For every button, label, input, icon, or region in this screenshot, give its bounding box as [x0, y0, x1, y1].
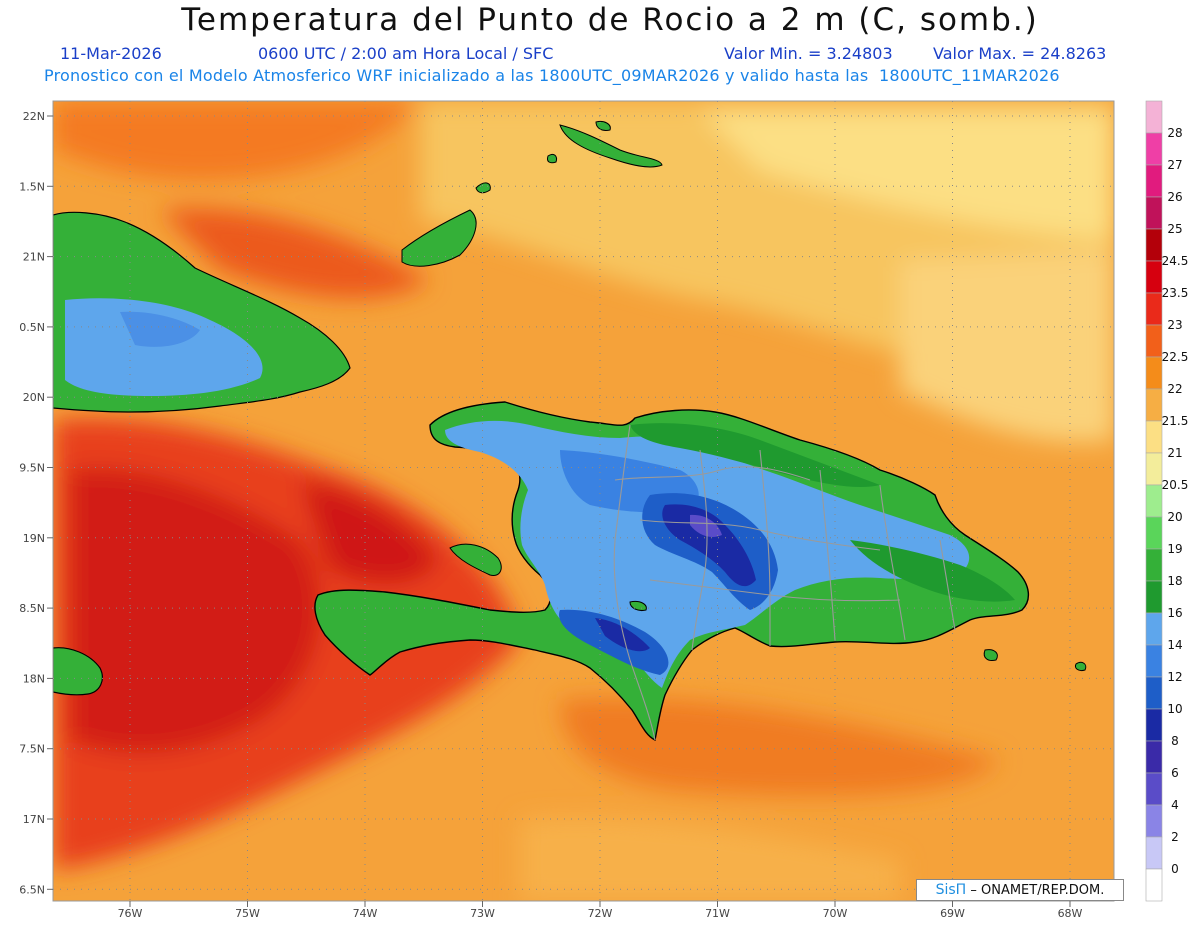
- colorbar-swatch: [1145, 452, 1163, 486]
- colorbar-swatch: [1145, 132, 1163, 166]
- lat-label: 17N: [23, 813, 45, 826]
- lat-label: 20N: [23, 391, 45, 404]
- colorbar-tick-label: 25: [1167, 222, 1182, 236]
- colorbar-tick-label: 18: [1167, 574, 1182, 588]
- lat-label: 6.5N: [19, 883, 45, 896]
- colorbar-tick-label: 27: [1167, 158, 1182, 172]
- colorbar: [1145, 100, 1163, 902]
- lat-label: 8.5N: [19, 602, 45, 615]
- lon-label: 74W: [353, 907, 378, 920]
- colorbar-tick-label: 2: [1171, 830, 1179, 844]
- max-value-label: Valor Max. = 24.8263: [933, 44, 1107, 63]
- colorbar-tick-label: 12: [1167, 670, 1182, 684]
- lon-label: 71W: [705, 907, 730, 920]
- colorbar-tick-label: 23: [1167, 318, 1182, 332]
- colorbar-swatch: [1145, 420, 1163, 454]
- date-label: 11-Mar-2026: [60, 44, 162, 63]
- colorbar-swatch: [1145, 708, 1163, 742]
- colorbar-tick-label: 10: [1167, 702, 1182, 716]
- map-frame: [52, 100, 1115, 902]
- time-info-label: 0600 UTC / 2:00 am Hora Local / SFC: [258, 44, 554, 63]
- colorbar-tick-label: 26: [1167, 190, 1182, 204]
- credit-brand: SisΠ: [935, 882, 967, 898]
- lat-label: 18N: [23, 672, 45, 685]
- colorbar-swatch: [1145, 644, 1163, 678]
- colorbar-tick-label: 8: [1171, 734, 1179, 748]
- cuba-landmass: [53, 211, 351, 413]
- colorbar-swatch: [1145, 868, 1163, 902]
- lon-label: 75W: [235, 907, 260, 920]
- colorbar-swatch: [1145, 676, 1163, 710]
- colorbar-tick-label: 0: [1171, 862, 1179, 876]
- lat-label: 7.5N: [19, 743, 45, 756]
- colorbar-swatch: [1145, 164, 1163, 198]
- colorbar-tick-label: 24.5: [1162, 254, 1189, 268]
- colorbar-swatch: [1145, 484, 1163, 518]
- colorbar-swatch: [1145, 356, 1163, 390]
- lat-label: 21N: [23, 251, 45, 264]
- colorbar-tick-label: 22.5: [1162, 350, 1189, 364]
- colorbar-swatch: [1145, 324, 1163, 358]
- longitude-labels: 76W 75W 74W 73W 72W 71W 70W 69W 68W: [118, 907, 1083, 920]
- model-info-label: Pronostico con el Modelo Atmosferico WRF…: [44, 66, 1060, 85]
- ocean-contours: [53, 101, 1114, 901]
- colorbar-swatch: [1145, 612, 1163, 646]
- colorbar-tick-label: 14: [1167, 638, 1182, 652]
- colorbar-swatch: [1145, 772, 1163, 806]
- colorbar-tick-label: 21.5: [1162, 414, 1189, 428]
- map-title: Temperatura del Punto de Rocio a 2 m (C,…: [181, 2, 1039, 38]
- lat-label: 9.5N: [19, 462, 45, 475]
- colorbar-tick-label: 22: [1167, 382, 1182, 396]
- colorbar-tick-label: 20: [1167, 510, 1182, 524]
- colorbar-tick-label: 16: [1167, 606, 1182, 620]
- jamaica-landmass: [53, 647, 103, 696]
- lon-label: 73W: [470, 907, 495, 920]
- lat-label: 22N: [23, 110, 45, 123]
- colorbar-swatch: [1145, 836, 1163, 870]
- colorbar-swatch: [1145, 100, 1163, 134]
- province-boundaries: [613, 424, 956, 741]
- lon-label: 70W: [823, 907, 848, 920]
- colorbar-swatch: [1145, 804, 1163, 838]
- latlon-grid: [53, 101, 1114, 901]
- colorbar-tick-label: 23.5: [1162, 286, 1189, 300]
- lon-label: 72W: [588, 907, 613, 920]
- colorbar-tick-label: 4: [1171, 798, 1179, 812]
- colorbar-swatch: [1145, 388, 1163, 422]
- axis-ticks: [47, 115, 1071, 907]
- lat-label: 19N: [23, 532, 45, 545]
- small-islands: [449, 543, 1087, 671]
- credit-box: SisΠ – ONAMET/REP.DOM.: [916, 879, 1124, 901]
- lon-label: 68W: [1058, 907, 1083, 920]
- colorbar-tick-label: 19: [1167, 542, 1182, 556]
- colorbar-swatch: [1145, 548, 1163, 582]
- lat-label: 1.5N: [19, 180, 45, 193]
- colorbar-tick-label: 20.5: [1162, 478, 1189, 492]
- lon-label: 76W: [118, 907, 143, 920]
- colorbar-tick-label: 6: [1171, 766, 1179, 780]
- latitude-labels: 22N 1.5N 21N 0.5N 20N 9.5N 19N 8.5N 18N 7.5N 17N 6.…: [19, 110, 45, 896]
- colorbar-swatch: [1145, 740, 1163, 774]
- colorbar-swatch: [1145, 580, 1163, 614]
- colorbar-swatch: [1145, 196, 1163, 230]
- colorbar-swatch: [1145, 228, 1163, 262]
- colorbar-swatch: [1145, 292, 1163, 326]
- colorbar-swatch: [1145, 260, 1163, 294]
- lon-label: 69W: [940, 907, 965, 920]
- colorbar-swatch: [1145, 516, 1163, 550]
- colorbar-tick-label: 28: [1167, 126, 1182, 140]
- colorbar-labels: 2827262524.523.52322.52221.52120.5201918…: [1162, 126, 1189, 876]
- min-value-label: Valor Min. = 3.24803: [724, 44, 893, 63]
- hispaniola-landmass: [314, 401, 1029, 742]
- colorbar-tick-label: 21: [1167, 446, 1182, 460]
- bahamas-islands: [401, 121, 663, 267]
- lat-label: 0.5N: [19, 321, 45, 334]
- credit-text: – ONAMET/REP.DOM.: [970, 883, 1105, 898]
